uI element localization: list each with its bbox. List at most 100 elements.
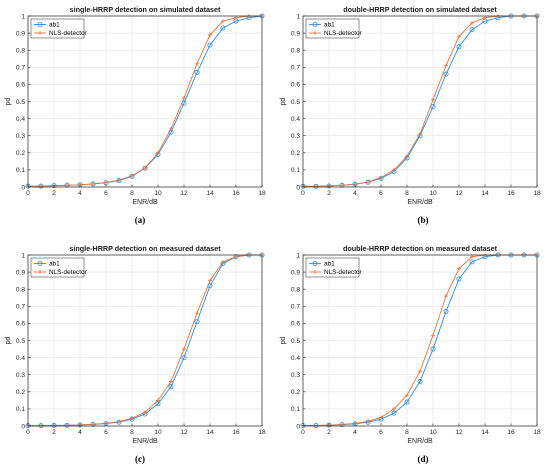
y-tick-label: 0.5 [16,338,25,345]
legend-label: ab1 [324,22,335,29]
legend-label: ab1 [49,22,60,29]
x-tick-label: 12 [180,429,188,436]
data-point-nls-detector [195,61,199,66]
x-tick-label: 18 [258,429,266,436]
legend-marker-plus [313,270,317,274]
legend-label: NLS-detector [324,269,363,276]
legend-marker-plus [38,270,42,274]
data-point-nls-detector [182,96,186,101]
x-tick-label: 10 [429,429,437,436]
x-tick-label: 6 [379,429,383,436]
y-tick-label: 0.2 [291,389,300,396]
chart-title: single-HRRP detection on measured datase… [69,244,221,253]
data-point-ab1 [181,100,187,106]
x-tick-label: 12 [180,190,188,197]
data-point-ab1 [391,410,397,416]
x-tick-label: 6 [379,190,383,197]
chart-title: double-HRRP detection on measured datase… [343,244,498,253]
data-point-nls-detector [130,173,134,178]
chart-b: 0 2 4 6 8 10 12 14 16 18 0 0.1 0.2 0.3 0.4 0.5 0.6 0.7 0.8… [280,5,541,206]
data-point-nls-detector [221,19,225,24]
x-tick-label: 16 [232,190,240,197]
x-tick-label: 2 [52,190,56,197]
y-tick-label: 1 [296,13,300,20]
legend-marker-plus [313,31,317,35]
data-point-nls-detector [405,154,409,159]
y-tick-label: 0.6 [16,321,25,328]
data-point-ab1 [443,308,449,314]
x-tick-label: 10 [154,429,162,436]
x-tick-label: 14 [481,429,489,436]
data-point-ab1 [469,27,475,33]
x-tick-label: 2 [52,429,56,436]
y-tick-label: 0 [21,184,25,191]
caption-c: (c) [135,454,145,464]
y-tick-label: 0.1 [16,167,25,174]
y-tick-label: 0.3 [16,133,25,140]
data-point-ab1 [64,422,70,428]
data-point-ab1 [90,181,96,187]
y-tick-label: 0 [296,184,300,191]
data-point-nls-detector [130,416,134,421]
y-tick-label: 0.8 [16,287,25,294]
data-point-ab1 [181,355,187,361]
data-point-nls-detector [182,347,186,352]
y-axis-label: pd [280,98,287,106]
data-point-nls-detector [234,254,238,259]
y-tick-label: 0.6 [291,321,300,328]
data-point-ab1 [430,104,436,110]
data-point-ab1 [233,254,239,260]
data-point-ab1 [417,379,423,385]
x-tick-label: 4 [78,190,82,197]
data-point-ab1 [64,182,70,188]
data-point-nls-detector [156,150,160,155]
legend-label: NLS-detector [49,30,88,37]
x-tick-label: 4 [353,190,357,197]
data-point-ab1 [77,422,83,428]
chart-panel-d: 0 2 4 6 8 10 12 14 16 18 0 0.1 0.2 0.3 0.4 0.5 0.6 0.7 0.8… [275,236,550,471]
data-point-nls-detector [405,393,409,398]
data-point-ab1 [142,165,148,171]
data-point-nls-detector [195,311,199,316]
caption-d: (d) [417,454,429,464]
data-point-nls-detector [156,398,160,403]
y-tick-label: 0.9 [16,269,25,276]
y-tick-label: 0.2 [16,389,25,396]
x-tick-label: 6 [104,429,108,436]
data-point-nls-detector [340,183,344,188]
y-tick-label: 0.3 [16,372,25,379]
x-tick-label: 10 [429,190,437,197]
data-point-nls-detector [143,410,147,415]
x-tick-label: 14 [206,190,214,197]
chart-panel-c: 0 2 4 6 8 10 12 14 16 18 0 0.1 0.2 0.3 0.4 0.5 0.6 0.7 0.8… [0,236,275,471]
y-tick-label: 1 [21,252,25,259]
y-tick-label: 0.7 [291,304,300,311]
data-point-ab1 [207,283,213,289]
legend-label: NLS-detector [49,269,88,276]
x-axis-label: ENR/dB [407,438,433,445]
y-tick-label: 0.5 [291,99,300,106]
data-point-ab1 [220,25,226,31]
x-tick-label: 0 [301,190,305,197]
legend-marker-circle [37,261,43,266]
data-point-nls-detector [104,180,108,185]
legend-marker-plus [38,31,42,35]
y-tick-label: 0.2 [16,150,25,157]
data-point-nls-detector [470,20,474,25]
x-tick-label: 2 [327,190,331,197]
x-tick-label: 8 [130,190,134,197]
y-tick-label: 0.4 [291,355,300,362]
x-axis-label: ENR/dB [132,438,158,445]
y-axis-label: pd [5,98,12,106]
legend-label: NLS-detector [324,30,363,37]
y-tick-label: 0.6 [16,82,25,89]
y-tick-label: 0.9 [291,30,300,37]
y-tick-label: 0.5 [16,99,25,106]
data-point-ab1 [194,319,200,325]
data-point-ab1 [430,346,436,352]
data-point-nls-detector [444,294,448,299]
data-point-nls-detector [117,419,121,424]
chart-title: double-HRRP detection on simulated datas… [343,5,497,14]
caption-b: (b) [417,215,429,225]
x-tick-label: 10 [154,190,162,197]
